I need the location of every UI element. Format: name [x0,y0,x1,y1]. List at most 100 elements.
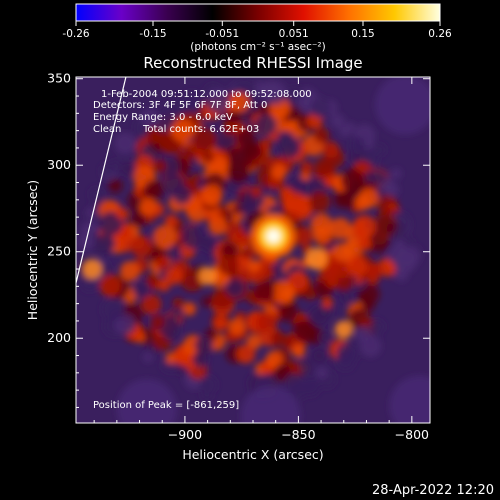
intensity-patch [315,366,329,380]
intensity-patch [339,125,351,138]
secondary-peak [334,320,353,339]
intensity-patch [213,316,228,331]
intensity-patch [322,141,340,159]
intensity-patch [208,216,228,236]
peak-position-text: Position of Peak = [-861,259] [93,400,239,411]
intensity-patch [373,143,386,156]
intensity-patch [201,184,223,206]
intensity-patch [199,375,217,394]
intensity-patch [310,213,333,236]
intensity-patch [101,297,125,322]
intensity-patch [237,127,256,146]
intensity-patch [308,190,331,213]
colorbar-tick-label: 0.051 [279,28,309,40]
secondary-peak [81,259,102,280]
footer-timestamp: 28-Apr-2022 12:20 [372,483,494,498]
intensity-patch [252,81,267,96]
intensity-map [77,77,430,423]
secondary-peak [305,247,328,270]
intensity-patch [253,281,275,303]
intensity-patch [98,211,123,236]
intensity-patch [85,207,97,218]
intensity-patch [89,187,104,202]
intensity-patch [276,131,295,150]
intensity-patch [153,109,177,132]
intensity-patch [130,235,153,258]
intensity-patch [336,342,359,365]
intensity-patch [318,330,332,344]
intensity-patch [155,255,170,270]
intensity-patch [364,170,378,184]
colorbar-unit-label: (photons cm⁻² s⁻¹ asec⁻²) [190,41,325,53]
intensity-patch [116,236,133,253]
colorbar-tick-label: 0.26 [428,28,452,40]
intensity-patch [289,271,308,291]
intensity-patch [346,255,368,277]
intensity-patch [255,311,278,333]
intensity-patch [108,178,123,193]
intensity-patch [120,261,140,282]
intensity-patch [310,97,331,118]
intensity-patch [229,92,250,113]
intensity-patch [164,244,182,261]
intensity-patch [184,144,199,159]
intensity-patch [181,225,205,249]
chart-title: Reconstructed RHESSI Image [143,54,362,72]
intensity-patch [254,113,277,136]
intensity-patch [330,113,345,129]
intensity-patch [208,156,229,177]
intensity-patch [145,274,159,287]
intensity-patch [202,150,215,164]
intensity-patch [355,326,372,343]
intensity-patch [357,236,372,251]
intensity-patch [280,286,295,301]
background-patch [116,379,177,423]
intensity-patch [370,319,385,334]
intensity-patch [109,159,121,171]
intensity-patch [329,217,352,240]
background-patch [389,375,430,423]
intensity-patch [201,296,213,307]
colorbar: -0.26 -0.15 -0.051 0.051 0.15 0.26 (photons c… [62,3,452,53]
intensity-patch [157,278,171,292]
intensity-patch [265,350,283,368]
intensity-patch [149,130,164,144]
intensity-patch [132,280,151,299]
intensity-patch [292,319,317,344]
intensity-patch [333,191,351,208]
intensity-patch [247,95,261,109]
intensity-patch [140,108,159,128]
intensity-patch [340,168,365,193]
intensity-patch [375,214,397,237]
intensity-patch [300,161,314,175]
intensity-patch [139,197,158,216]
intensity-patch [228,318,246,335]
colorbar-ticks: -0.26 -0.15 -0.051 0.051 0.15 0.26 [62,21,452,40]
intensity-patch [251,185,263,198]
intensity-patch [114,132,136,155]
intensity-patch [394,267,409,282]
x-tick-label: −800 [395,427,429,442]
intensity-patch [130,211,147,228]
intensity-patch [292,345,306,358]
intensity-patch [103,237,116,250]
intensity-patch [99,274,122,297]
intensity-patch [325,274,339,288]
intensity-patch [186,95,201,111]
intensity-patch [247,259,261,273]
intensity-patch [349,137,367,154]
background-patch [240,386,301,423]
annotations: 1-Feb-2004 09:51:12.000 to 09:52:08.000 … [93,89,312,411]
intensity-patch [171,305,183,318]
intensity-patch [361,298,375,312]
intensity-patch [116,208,129,221]
intensity-patch [142,352,153,363]
y-tick-label: 300 [47,157,71,172]
solar-limb-line [76,77,127,284]
total-counts-text: Total counts: 6.62E+03 [142,124,259,135]
x-tick-label: −900 [168,427,202,442]
intensity-patch [270,330,286,347]
colorbar-gradient [75,3,441,22]
x-axis-label: Heliocentric X (arcsec) [182,447,323,462]
